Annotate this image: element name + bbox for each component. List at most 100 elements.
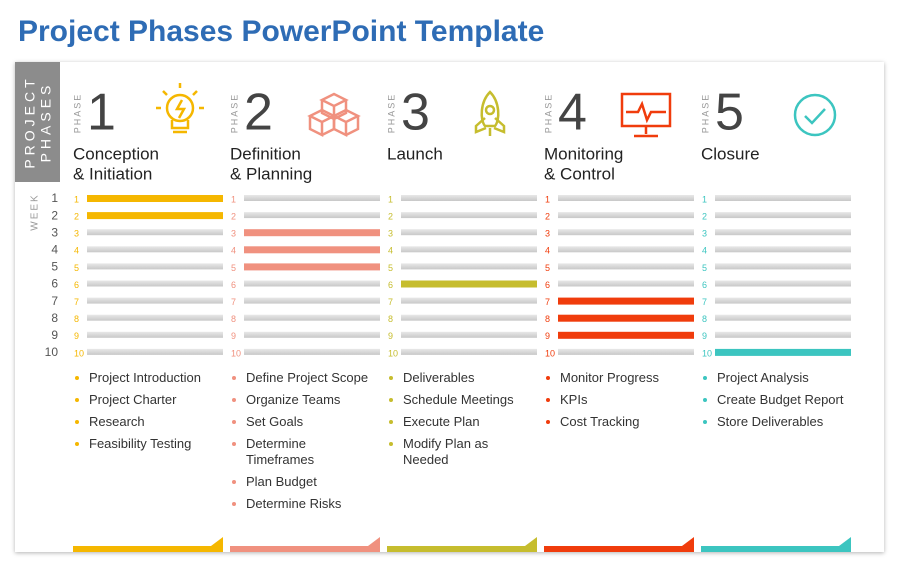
- week-number: 4: [545, 246, 550, 256]
- week-bar: [401, 229, 537, 236]
- bottom-notch: [368, 537, 380, 546]
- phase-name: Conception: [73, 144, 159, 163]
- week-bar: [87, 280, 223, 287]
- bottom-notch: [211, 537, 223, 546]
- week-bar: [401, 331, 537, 338]
- active-week-bar: [87, 195, 223, 202]
- task: Set Goals: [230, 414, 376, 430]
- phase-number: 1: [87, 84, 116, 142]
- week-bar: [87, 263, 223, 270]
- phase-label: PHASE: [386, 93, 396, 134]
- week-bar: [715, 331, 851, 338]
- week-number: 10: [45, 345, 59, 359]
- task-text: Store Deliverables: [717, 414, 824, 429]
- task-text: KPIs: [560, 392, 588, 407]
- week-number: 3: [702, 229, 707, 239]
- week-number: 8: [231, 314, 236, 324]
- card: [15, 62, 884, 552]
- task: Cost Tracking: [544, 414, 690, 430]
- week-number: 5: [702, 263, 707, 273]
- week-bar: [401, 195, 537, 201]
- bullet: [546, 398, 550, 402]
- task: Organize Teams: [230, 392, 376, 408]
- bullet: [232, 502, 236, 506]
- phase-name: Definition: [230, 144, 301, 163]
- bullet: [232, 442, 236, 446]
- phase-label: PHASE: [229, 93, 239, 134]
- phase-name: & Initiation: [73, 164, 152, 183]
- week-number: 8: [545, 314, 550, 324]
- bullet: [546, 420, 550, 424]
- task-text: Determine Risks: [246, 496, 342, 511]
- bullet: [75, 420, 79, 424]
- task: Execute Plan: [387, 414, 533, 430]
- task-list: Define Project Scope Organize Teams Set Go…: [230, 370, 376, 518]
- bullet: [389, 376, 393, 380]
- bullet: [389, 420, 393, 424]
- week-number: 2: [388, 211, 393, 221]
- bullet: [389, 442, 393, 446]
- bullet: [232, 420, 236, 424]
- week-bar: [87, 348, 223, 355]
- week-bar: [87, 229, 223, 236]
- active-week-bar: [558, 331, 694, 339]
- bottom-strip: [387, 546, 537, 552]
- bottom-notch: [682, 537, 694, 546]
- week-bar: [558, 229, 694, 236]
- task-text: Modify Plan as Needed: [403, 436, 489, 467]
- phase-name: & Control: [544, 164, 615, 183]
- week-number: 5: [545, 263, 550, 273]
- week-number: 9: [74, 331, 79, 341]
- phase-number: 4: [558, 84, 587, 142]
- task: KPIs: [544, 392, 690, 408]
- task-text: Plan Budget: [246, 474, 317, 489]
- active-week-bar: [715, 348, 851, 356]
- task: Determine Risks: [230, 496, 376, 512]
- side-box: [15, 62, 60, 182]
- week-number: 10: [702, 348, 712, 358]
- week-number: 8: [51, 311, 58, 325]
- week-number: 1: [51, 191, 58, 205]
- week-bar: [401, 314, 537, 321]
- task: Deliverables: [387, 370, 533, 386]
- week-number: 9: [702, 331, 707, 341]
- icon-monitor: [620, 92, 672, 138]
- task: Create Budget Report: [701, 392, 847, 408]
- bottom-strip: [230, 546, 380, 552]
- task-text: Set Goals: [246, 414, 304, 429]
- week-bar: [87, 246, 223, 253]
- week-number: 4: [231, 246, 236, 256]
- week-bar: [244, 280, 380, 287]
- week-bar: [558, 246, 694, 253]
- week-number: 4: [51, 242, 58, 256]
- week-number: 5: [231, 263, 236, 273]
- week-bar: [401, 348, 537, 355]
- week-number: 9: [545, 331, 550, 341]
- week-bar: [87, 297, 223, 304]
- task-text: Project Analysis: [717, 370, 809, 385]
- week-number: 2: [51, 208, 58, 222]
- week-number: 5: [74, 263, 79, 273]
- phase-label: PHASE: [543, 93, 553, 134]
- active-week-bar: [244, 263, 380, 271]
- task-list: Project Introduction Project Charter Resea…: [73, 370, 219, 458]
- phase-name: Closure: [701, 144, 760, 163]
- week-bar: [715, 314, 851, 321]
- task: Determine Timeframes: [230, 436, 376, 468]
- icon-cubes: [307, 92, 361, 138]
- week-bar: [715, 229, 851, 236]
- task-text: Project Introduction: [89, 370, 202, 385]
- week-number: 3: [388, 229, 393, 239]
- week-number: 6: [545, 280, 550, 290]
- bullet: [389, 398, 393, 402]
- task: Store Deliverables: [701, 414, 847, 430]
- week-number: 4: [702, 246, 707, 256]
- week-bar: [558, 348, 694, 355]
- week-number: 8: [702, 314, 707, 324]
- task: Project Introduction: [73, 370, 219, 386]
- phase-label: PHASE: [72, 93, 82, 134]
- week-bar: [401, 246, 537, 253]
- phase-number: 2: [244, 84, 273, 142]
